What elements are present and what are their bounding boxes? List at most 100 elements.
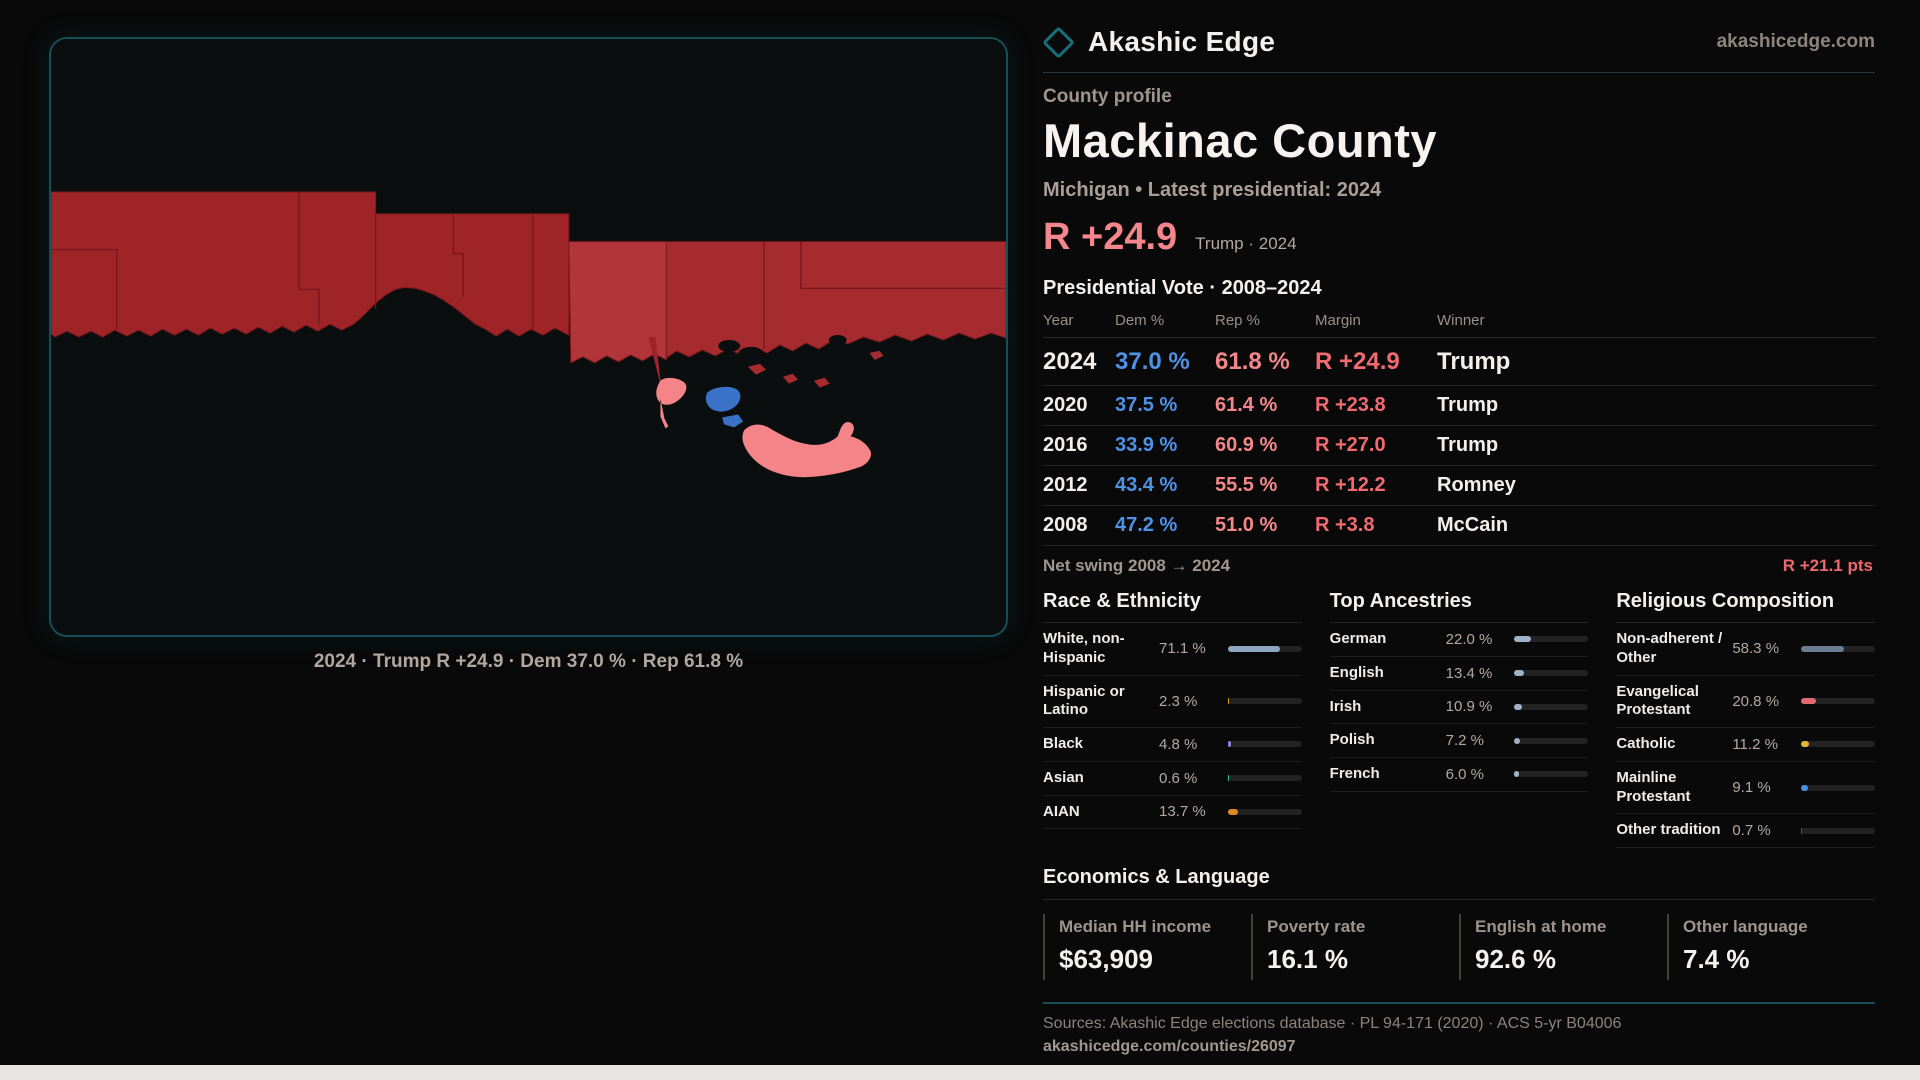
econ-stat: English at home 92.6 % — [1459, 914, 1667, 980]
stat-bar — [1800, 784, 1875, 791]
econ-label: Poverty rate — [1267, 917, 1366, 936]
stat-bar-fill — [1227, 741, 1232, 748]
stat-bar — [1227, 808, 1302, 815]
stat-value: 7.2 % — [1445, 732, 1485, 750]
stat-value: 58.3 % — [1732, 640, 1780, 658]
econ-stat: Median HH income $63,909 — [1043, 914, 1251, 980]
net-swing-row: Net swing 2008 → 2024 R +21.1 pts — [1043, 546, 1875, 584]
headline-context: Trump · 2024 — [1195, 234, 1297, 253]
winner-cell: Romney — [1437, 474, 1516, 496]
margin-cell: R +12.2 — [1315, 474, 1386, 496]
col-margin: Margin — [1315, 312, 1361, 329]
stat-bar — [1514, 703, 1589, 710]
stat-bar-fill — [1800, 741, 1810, 748]
stat-row: Hispanic or Latino 2.3 % — [1043, 676, 1302, 728]
stat-value: 13.7 % — [1159, 803, 1206, 821]
stat-row: Black 4.8 % — [1043, 728, 1302, 762]
stat-label: Hispanic or Latino — [1043, 682, 1125, 719]
map-county-boundaries — [51, 191, 534, 332]
dem-cell: 47.2 % — [1115, 514, 1178, 536]
map-shoreline-inlets — [718, 335, 847, 373]
stat-bar-fill — [1800, 698, 1817, 705]
stat-bar-fill — [1227, 775, 1229, 782]
section-religious-composition: Religious Composition Non-adherent / Oth… — [1616, 590, 1875, 848]
section-heading: Religious Composition — [1616, 590, 1875, 623]
margin-cell: R +27.0 — [1315, 434, 1386, 456]
headline-margin-value: R +24.9 — [1043, 216, 1178, 258]
page-kicker: County profile — [1043, 86, 1172, 107]
stat-row: White, non-Hispanic 71.1 % — [1043, 623, 1302, 676]
margin-cell: R +24.9 — [1315, 348, 1400, 375]
stat-bar-fill — [1514, 737, 1520, 744]
stat-row: Asian 0.6 % — [1043, 762, 1302, 796]
section-race-ethnicity: Race & Ethnicity White, non-Hispanic 71.… — [1043, 590, 1302, 848]
brand-domain-link[interactable]: akashicedge.com — [1716, 31, 1875, 52]
bottom-strip — [0, 1065, 1920, 1080]
economics-divider — [1043, 899, 1875, 900]
stat-label: Mainline Protestant — [1616, 768, 1691, 805]
stat-value: 10.9 % — [1445, 698, 1493, 716]
econ-value: 92.6 % — [1475, 944, 1556, 974]
winner-cell: Trump — [1437, 394, 1499, 416]
margin-cell: R +23.8 — [1315, 394, 1386, 416]
stat-bar — [1800, 827, 1875, 834]
dem-cell: 37.0 % — [1115, 348, 1190, 375]
table-row: 2024 37.0 % 61.8 % R +24.9 Trump — [1043, 338, 1875, 386]
stat-row: Irish 10.9 % — [1329, 691, 1589, 725]
vote-table-title: Presidential Vote · 2008–2024 — [1043, 277, 1322, 299]
econ-value: 16.1 % — [1267, 944, 1348, 974]
brand-name: Akashic Edge — [1088, 26, 1276, 57]
rep-cell: 60.9 % — [1215, 434, 1278, 456]
col-rep: Rep % — [1215, 312, 1261, 329]
stat-row: Evangelical Protestant 20.8 % — [1616, 676, 1875, 728]
stat-bar-fill — [1514, 670, 1525, 677]
stat-label: Irish — [1329, 697, 1362, 715]
footer-permalink[interactable]: akashicedge.com/counties/26097 — [1043, 1038, 1296, 1055]
stat-row: English 13.4 % — [1329, 657, 1589, 691]
map-highlight-mainland — [656, 377, 687, 429]
page-title: Mackinac County — [1043, 114, 1438, 167]
stat-label: Other tradition — [1616, 821, 1721, 839]
econ-value: $63,909 — [1059, 944, 1153, 974]
stat-bar-fill — [1227, 808, 1238, 815]
winner-cell: Trump — [1437, 434, 1499, 456]
stat-value: 9.1 % — [1732, 779, 1771, 796]
econ-value: 7.4 % — [1683, 944, 1750, 974]
economics-stats: Median HH income $63,909 Poverty rate 16… — [1043, 914, 1875, 980]
table-row: 2016 33.9 % 60.9 % R +27.0 Trump — [1043, 426, 1875, 466]
econ-stat: Poverty rate 16.1 % — [1251, 914, 1459, 980]
col-dem: Dem % — [1115, 312, 1165, 329]
rep-cell: 55.5 % — [1215, 474, 1278, 496]
stat-row: German 22.0 % — [1329, 623, 1589, 657]
map-caption: 2024 · Trump R +24.9 · Dem 37.0 % · Rep … — [313, 651, 744, 672]
vote-table-header: Year Dem % Rep % Margin Winner — [1043, 312, 1875, 338]
year-cell: 2012 — [1043, 474, 1088, 496]
year-cell: 2024 — [1043, 348, 1097, 375]
margin-headline: R +24.9 Trump · 2024 — [1043, 216, 1875, 259]
stat-bar-fill — [1514, 636, 1531, 643]
footer-sources: Sources: Akashic Edge elections database… — [1043, 1015, 1622, 1032]
stat-row: Polish 7.2 % — [1329, 724, 1589, 758]
stat-value: 0.7 % — [1732, 822, 1771, 840]
county-map-panel[interactable] — [49, 37, 1008, 637]
stat-bar-fill — [1800, 645, 1845, 652]
stat-bar-fill — [1227, 645, 1281, 652]
stat-row: Other tradition 0.7 % — [1616, 814, 1875, 848]
stat-bar-fill — [1514, 703, 1523, 710]
econ-label: English at home — [1475, 917, 1607, 936]
map-county-boundaries — [763, 241, 1006, 349]
stat-bar — [1800, 741, 1875, 748]
stat-row: Mainline Protestant 9.1 % — [1616, 762, 1875, 815]
stat-bar — [1514, 737, 1589, 744]
map-highlight-island — [742, 422, 872, 478]
stat-bar — [1514, 636, 1589, 643]
stat-bar-fill — [1800, 784, 1808, 791]
stat-value: 20.8 % — [1732, 692, 1780, 710]
stat-bar — [1227, 698, 1302, 705]
year-cell: 2020 — [1043, 394, 1088, 416]
dem-cell: 43.4 % — [1115, 474, 1178, 496]
col-year: Year — [1043, 312, 1074, 329]
diamond-logo-icon — [1042, 25, 1075, 59]
stat-label: Black — [1043, 735, 1084, 752]
stat-bar — [1800, 645, 1875, 652]
